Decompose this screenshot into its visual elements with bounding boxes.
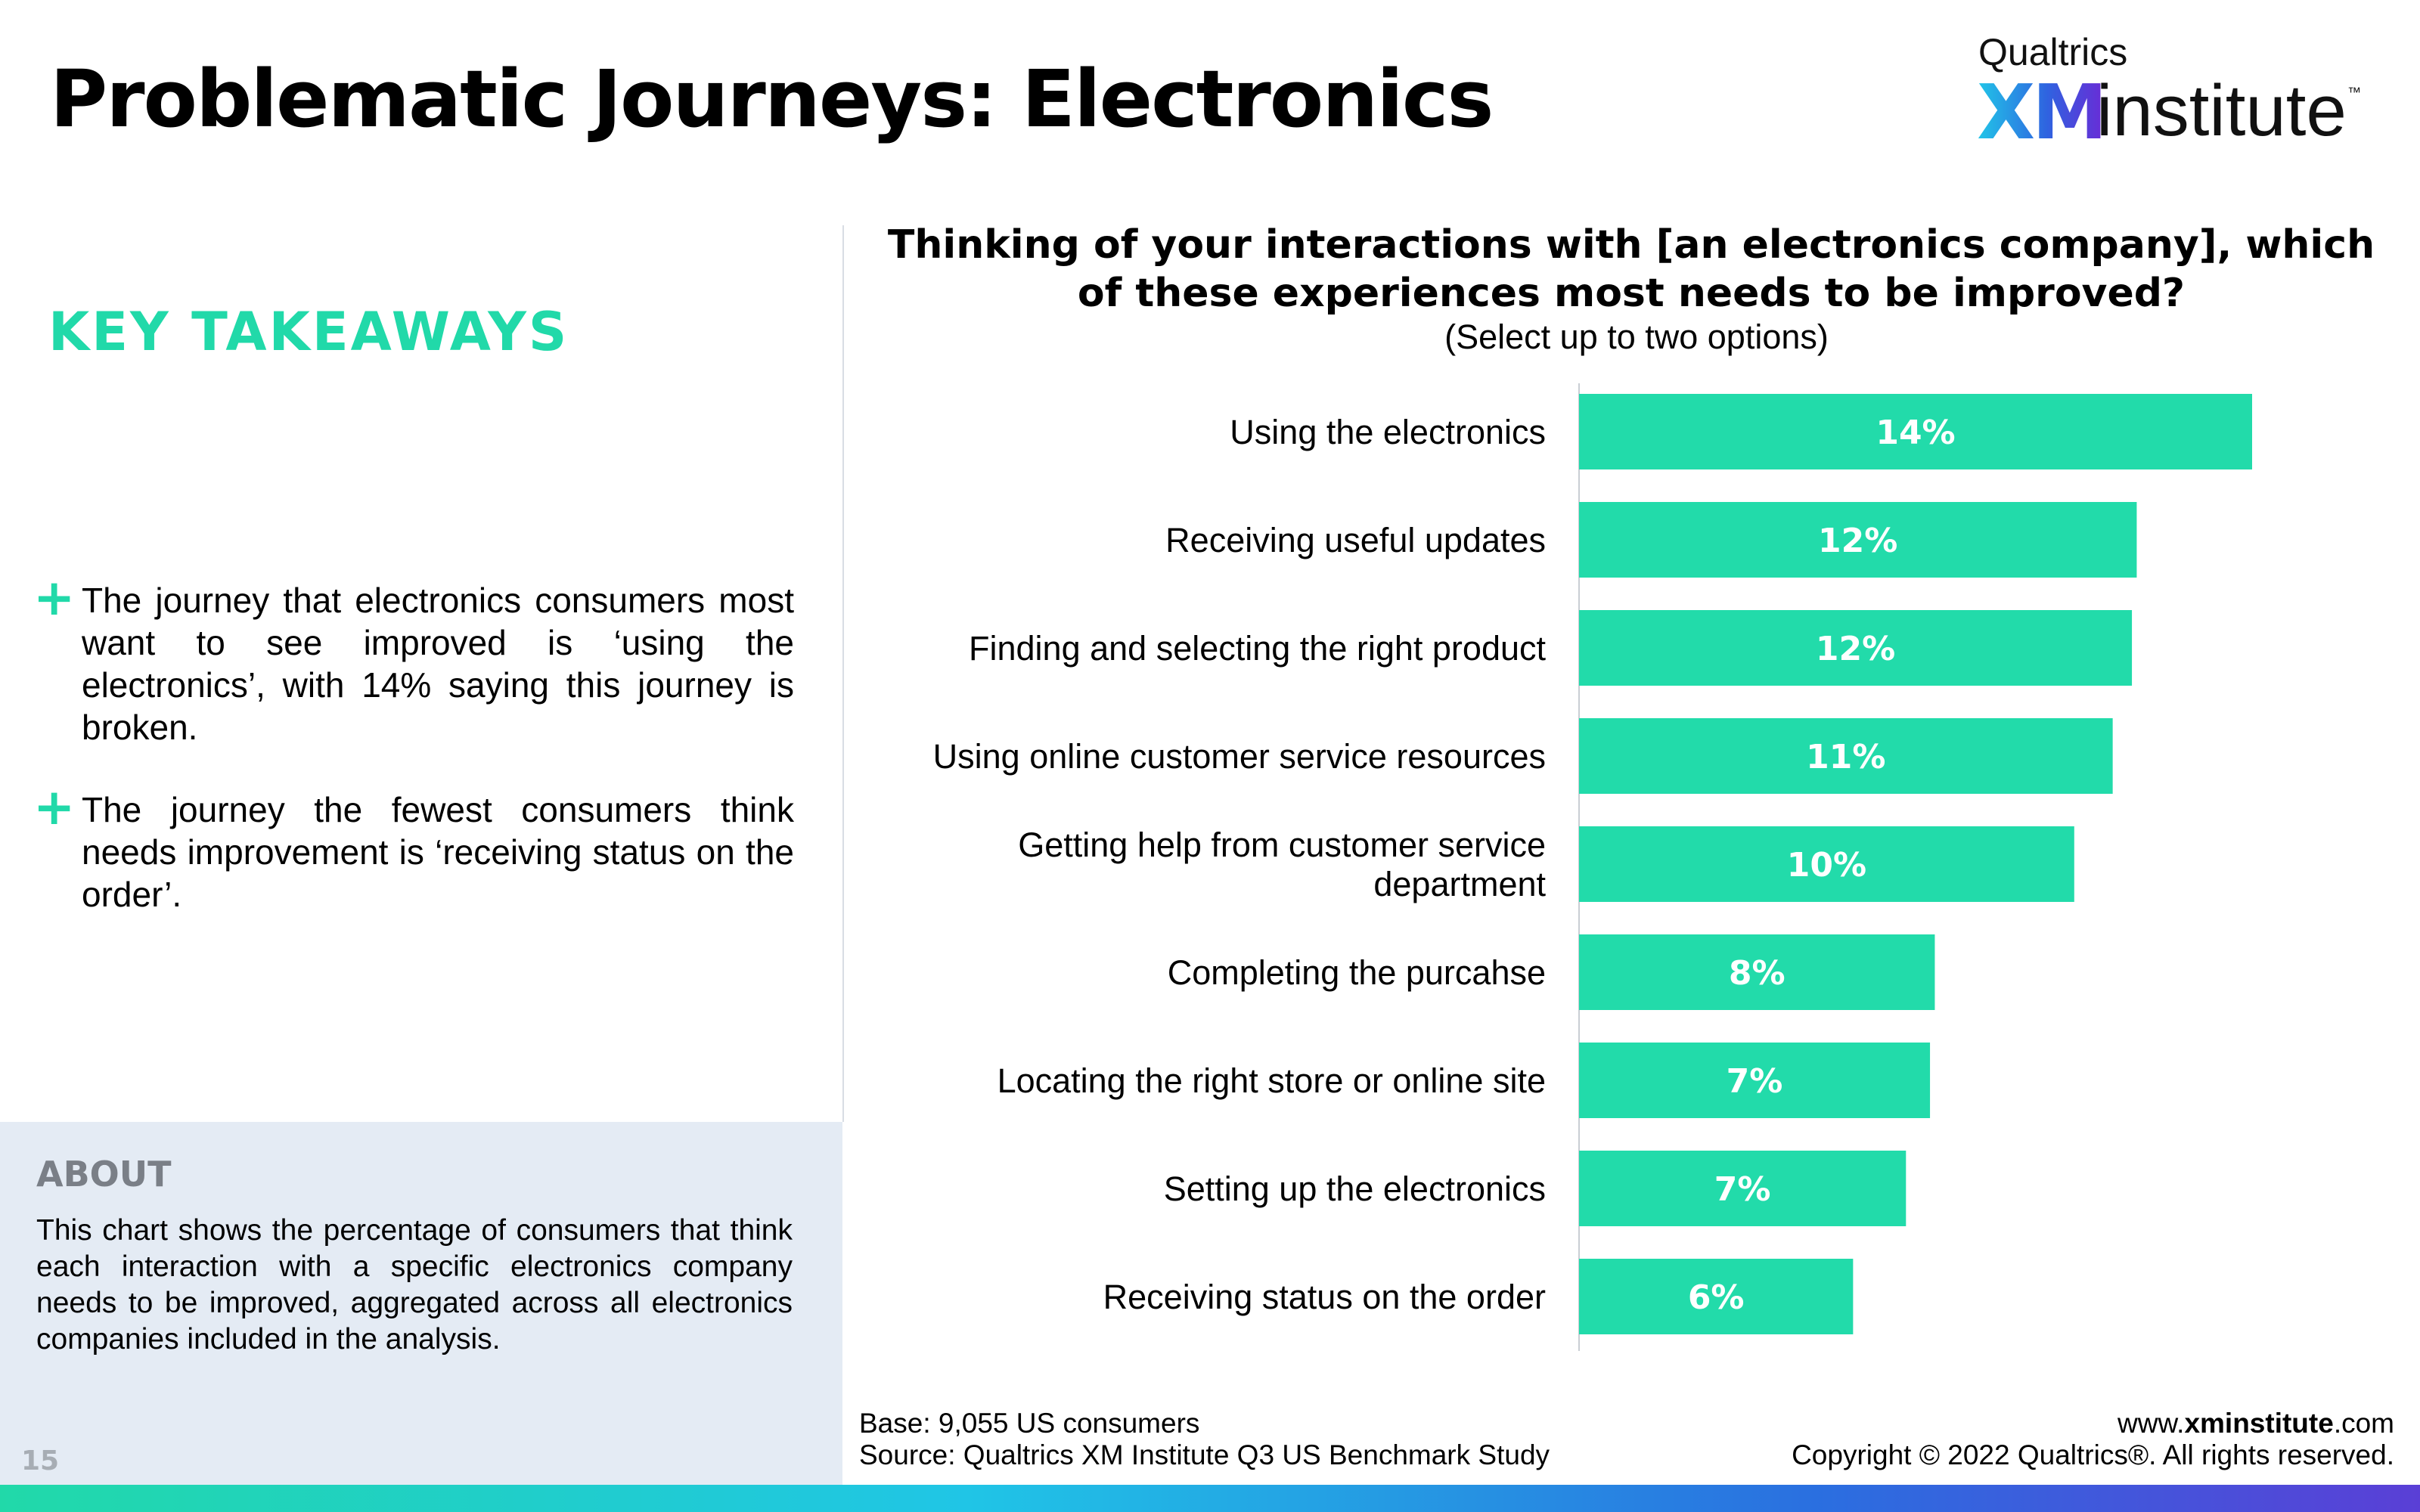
category-label: Using online customer service resources: [933, 737, 1546, 776]
category-label-line: Using online customer service resources: [933, 737, 1546, 776]
footer-copyright: Copyright © 2022 Qualtrics®. All rights …: [1792, 1439, 2394, 1470]
category-label: Completing the purcahse: [1168, 953, 1546, 992]
data-label: 6%: [1688, 1278, 1745, 1317]
about-panel: ABOUT This chart shows the percentage of…: [0, 1122, 842, 1485]
category-label-line: Receiving status on the order: [1103, 1278, 1546, 1316]
logo-xm-text: XM: [1977, 68, 2108, 156]
page-number: 15: [21, 1445, 60, 1476]
category-label-line: Getting help from customer service: [1018, 826, 1546, 864]
category-label-line: Locating the right store or online site: [997, 1061, 1546, 1100]
data-label: 12%: [1816, 630, 1895, 668]
bar: [1579, 394, 2252, 469]
takeaway-item: + The journey the fewest consumers think…: [33, 778, 794, 916]
takeaway-text: The journey that electronics consumers m…: [82, 581, 794, 747]
footer-url[interactable]: www.xminstitute.com: [1641, 1408, 2394, 1439]
data-label: 7%: [1714, 1170, 1771, 1209]
category-label: Receiving useful updates: [1165, 521, 1546, 559]
bar: [1579, 718, 2113, 794]
category-label-line: Finding and selecting the right product: [969, 629, 1546, 668]
about-text: This chart shows the percentage of consu…: [36, 1214, 793, 1356]
footer-url-suffix: .com: [2333, 1408, 2394, 1439]
bar: [1579, 826, 2074, 902]
category-label: Using the electronics: [1230, 413, 1546, 451]
category-label-line: Receiving useful updates: [1165, 521, 1546, 559]
chart-title: Thinking of your interactions with [an e…: [887, 222, 2375, 316]
category-label: Locating the right store or online site: [997, 1061, 1546, 1100]
footer-source: Source: Qualtrics XM Institute Q3 US Ben…: [859, 1439, 1550, 1470]
logo-qualtrics-text: Qualtrics: [1978, 31, 2128, 73]
plus-icon: +: [33, 778, 76, 836]
logo-institute-text: institute: [2096, 70, 2347, 151]
footer-right-block: www.xminstitute.com Copyright © 2022 Qua…: [1641, 1408, 2394, 1471]
category-label: Setting up the electronics: [1164, 1170, 1546, 1208]
category-label-line: Setting up the electronics: [1164, 1170, 1546, 1208]
bar: [1579, 1151, 1907, 1226]
category-label-line: department: [1373, 865, 1546, 903]
takeaway-item: + The journey that electronics consumers…: [33, 569, 794, 748]
bar: [1579, 502, 2137, 578]
category-label-line: Completing the purcahse: [1168, 953, 1546, 992]
footer-source-block: Base: 9,055 US consumers Source: Qualtri…: [859, 1408, 1550, 1471]
key-takeaways-heading: KEY TAKEAWAYS: [48, 301, 569, 363]
bottom-gradient-bar: [0, 1485, 2420, 1512]
footer-base: Base: 9,055 US consumers: [859, 1408, 1200, 1439]
footer-url-bold: xminstitute: [2184, 1408, 2334, 1439]
data-label: 11%: [1806, 738, 1885, 776]
bar: [1579, 934, 1935, 1010]
bar: [1579, 1043, 1931, 1118]
about-heading: ABOUT: [36, 1154, 172, 1194]
logo-trademark: ™: [2347, 85, 2361, 100]
takeaway-text: The journey the fewest consumers think n…: [82, 790, 794, 914]
data-label: 7%: [1727, 1062, 1783, 1101]
data-label: 12%: [1818, 522, 1897, 560]
data-label: 10%: [1787, 846, 1866, 885]
category-label-line: Using the electronics: [1230, 413, 1546, 451]
page-title: Problematic Journeys: Electronics: [50, 53, 1494, 145]
chart-subtitle: (Select up to two options): [1444, 318, 1829, 356]
bar: [1579, 610, 2133, 686]
category-label: Finding and selecting the right product: [969, 629, 1546, 668]
data-label: 14%: [1876, 414, 1955, 452]
plus-icon: +: [33, 569, 76, 627]
vertical-divider: [842, 225, 844, 1122]
footer-url-prefix: www.: [2118, 1408, 2185, 1439]
xm-institute-logo: Qualtrics XM institute ™: [1977, 30, 2370, 156]
bar: [1579, 1259, 1854, 1334]
category-label: Receiving status on the order: [1103, 1278, 1546, 1316]
data-label: 8%: [1729, 954, 1786, 993]
category-label: Getting help from customer service depart…: [1018, 826, 1546, 903]
